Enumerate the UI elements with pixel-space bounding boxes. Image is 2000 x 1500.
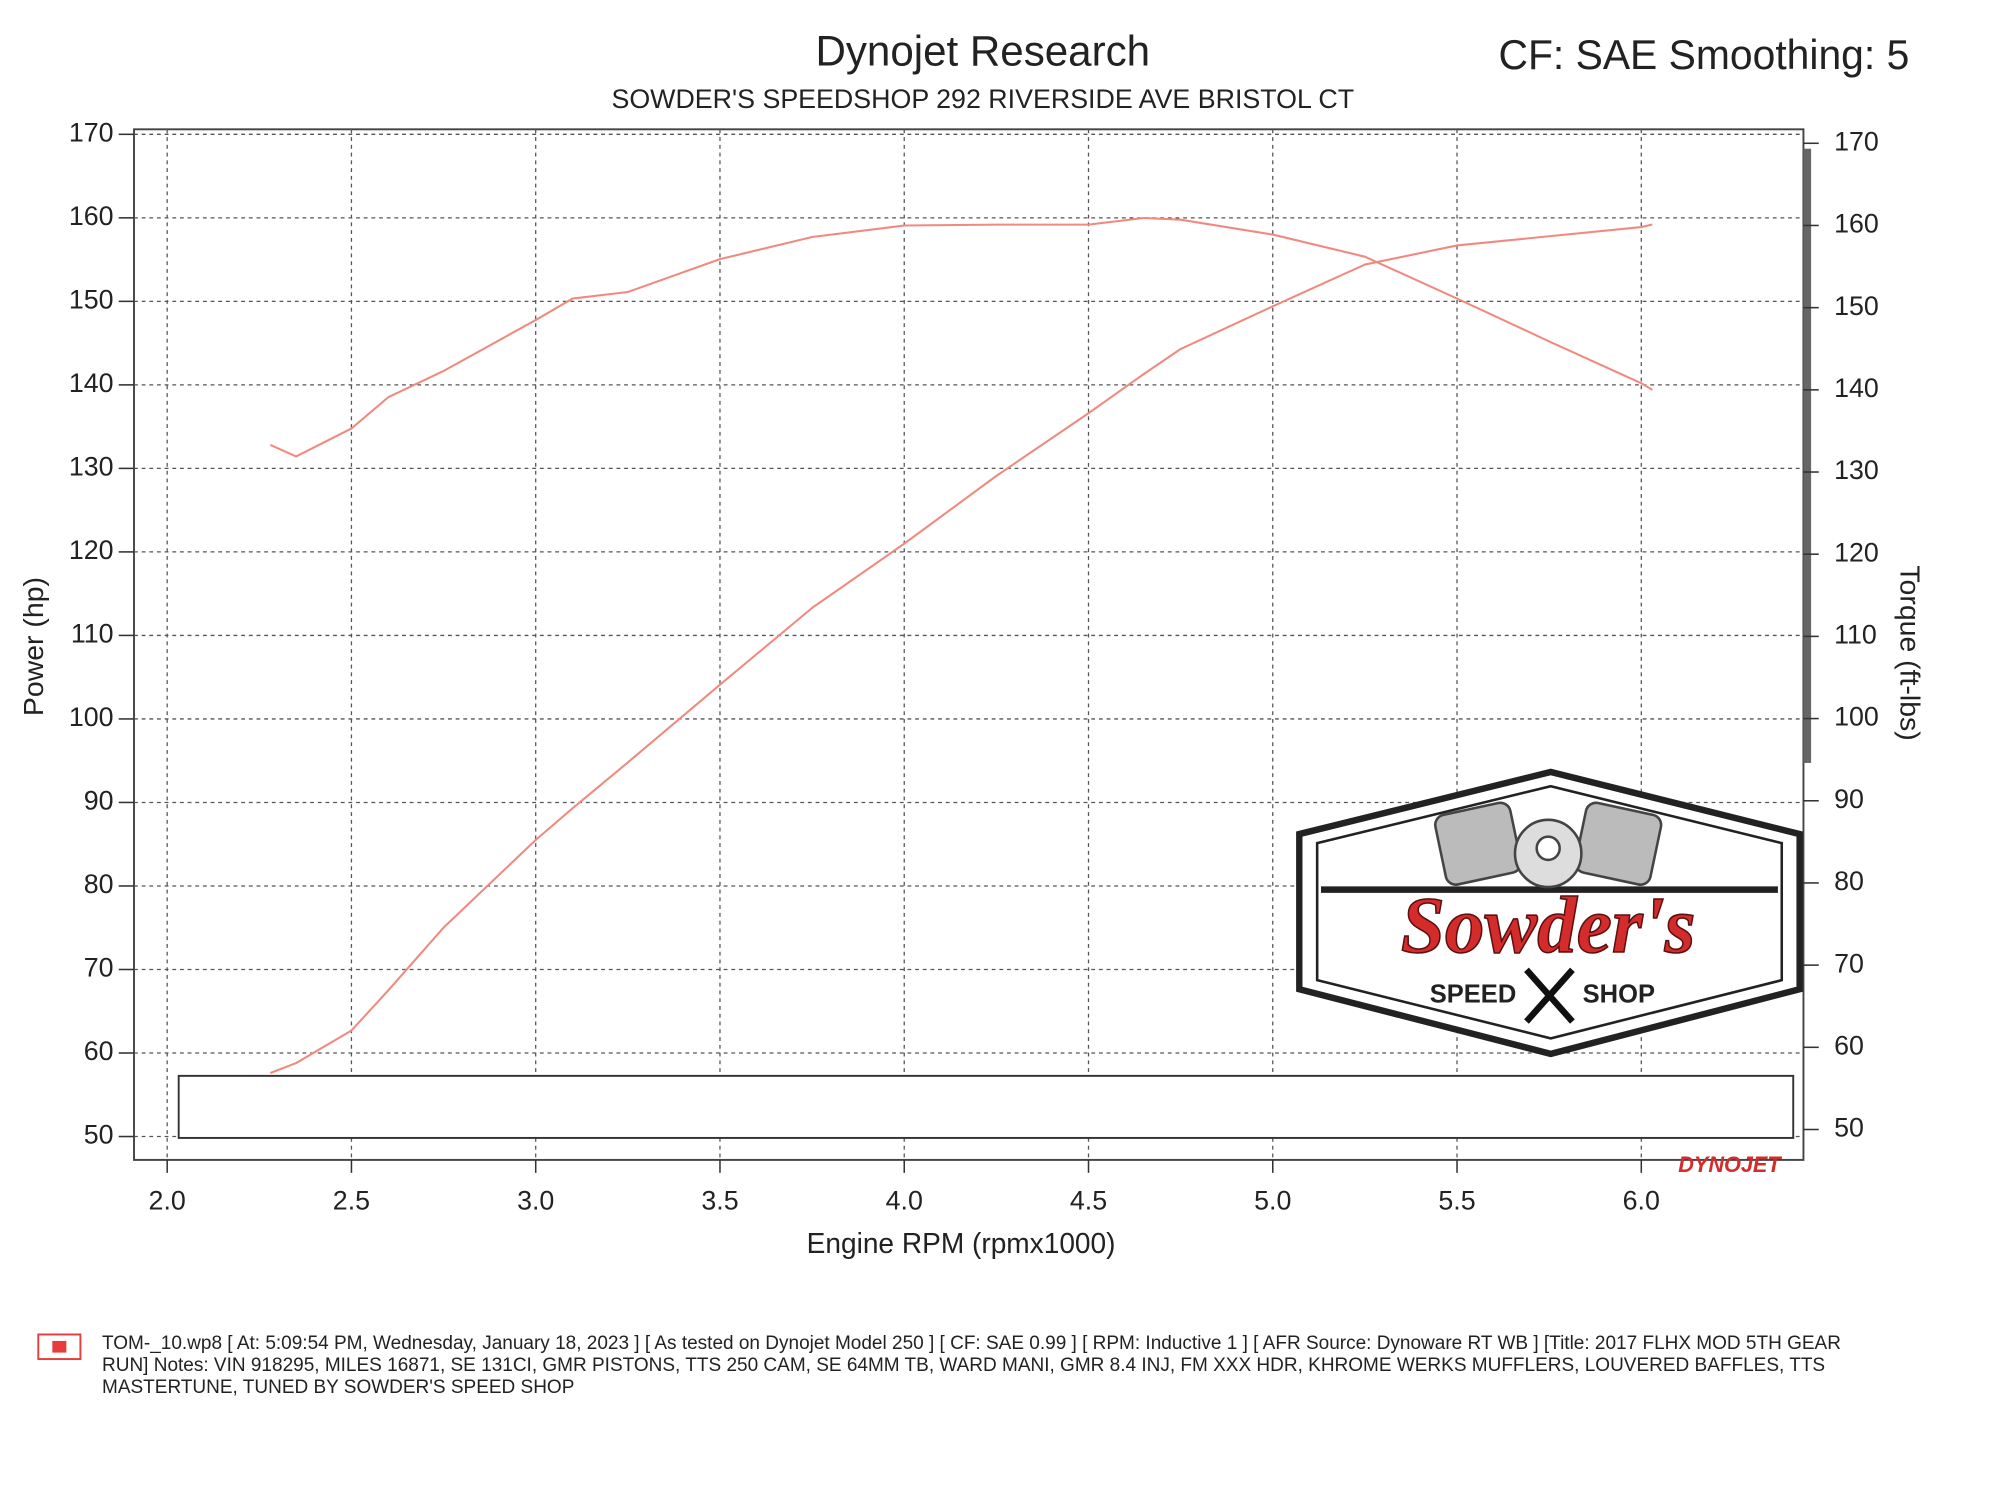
annotation: CF: SAE Smoothing: 5 <box>1498 32 1909 78</box>
y-tick-label: 130 <box>69 451 114 481</box>
y-tick-label: 60 <box>84 1036 114 1066</box>
series-line <box>269 223 1653 1074</box>
y2-tick-label: 130 <box>1834 455 1879 485</box>
x-tick-label: 3.5 <box>701 1186 738 1216</box>
x-tick-label: 4.0 <box>886 1186 923 1216</box>
y2-tick-label: 140 <box>1834 373 1879 403</box>
chart-title: Dynojet Research <box>815 27 1150 74</box>
y-axis-label: Power (hp) <box>17 577 49 716</box>
x-tick-label: 4.5 <box>1070 1186 1107 1216</box>
logo-inner <box>1315 784 1784 1040</box>
y-tick-label: 80 <box>84 869 114 899</box>
y2-tick-label: 100 <box>1834 702 1879 732</box>
y2-tick-label: 50 <box>1834 1113 1864 1143</box>
engine-cylinder <box>1433 801 1523 886</box>
wrench <box>1524 967 1575 1024</box>
x-tick-label: 5.5 <box>1438 1186 1475 1216</box>
y-tick-label: 120 <box>69 535 114 565</box>
y-tick-label: 140 <box>69 368 114 398</box>
x-tick-label: 3.0 <box>517 1186 554 1216</box>
footer-icon <box>37 1333 82 1361</box>
logo: Sowder's SPEED SHOP <box>1296 768 1803 1058</box>
y2-axis-label: Torque (ft-lbs) <box>1895 565 1927 740</box>
y-tick-label: 110 <box>71 618 114 648</box>
y-tick-label: 150 <box>69 284 114 314</box>
y-tick-label: 100 <box>69 702 114 732</box>
x-tick-label: 5.0 <box>1254 1186 1291 1216</box>
y2-tick-label: 70 <box>1834 948 1864 978</box>
brand: DYNOJET <box>1678 1152 1782 1177</box>
y-tick-label: 50 <box>84 1120 114 1150</box>
y2-tick-label: 60 <box>1834 1030 1864 1060</box>
logo-name: Sowder's <box>1401 882 1696 971</box>
y2-tick-label: 120 <box>1834 537 1879 567</box>
y2-tick-label: 170 <box>1834 126 1879 156</box>
footer-notes: TOM-_10.wp8 [ At: 5:09:54 PM, Wednesday,… <box>102 1333 1841 1398</box>
y2-tick-label: 90 <box>1834 784 1864 814</box>
y2-tick-label: 160 <box>1834 208 1879 238</box>
y2-tick-label: 80 <box>1834 866 1864 896</box>
logo-speed: SPEED <box>1430 980 1517 1008</box>
chart-subtitle: SOWDER'S SPEEDSHOP 292 RIVERSIDE AVE BRI… <box>611 84 1354 114</box>
footer-icon <box>52 1340 67 1353</box>
legend-box <box>177 1074 1795 1139</box>
axis-bar <box>1803 148 1812 763</box>
logo-frame <box>1296 768 1803 1058</box>
x-tick-label: 2.5 <box>333 1186 370 1216</box>
y2-tick-label: 150 <box>1834 291 1879 321</box>
engine-cover <box>1535 835 1561 862</box>
x-tick-label: 2.0 <box>149 1186 186 1216</box>
y-tick-label: 90 <box>84 785 114 815</box>
series-line <box>269 216 1653 458</box>
y-tick-label: 160 <box>69 201 114 231</box>
y-tick-label: 70 <box>84 953 114 983</box>
y2-tick-label: 110 <box>1834 619 1877 649</box>
x-axis-label: Engine RPM (rpmx1000) <box>807 1227 1116 1259</box>
x-tick-label: 6.0 <box>1623 1186 1660 1216</box>
y-tick-label: 170 <box>69 117 114 147</box>
logo-shop: SHOP <box>1583 980 1655 1008</box>
engine-cylinder <box>1574 801 1663 886</box>
